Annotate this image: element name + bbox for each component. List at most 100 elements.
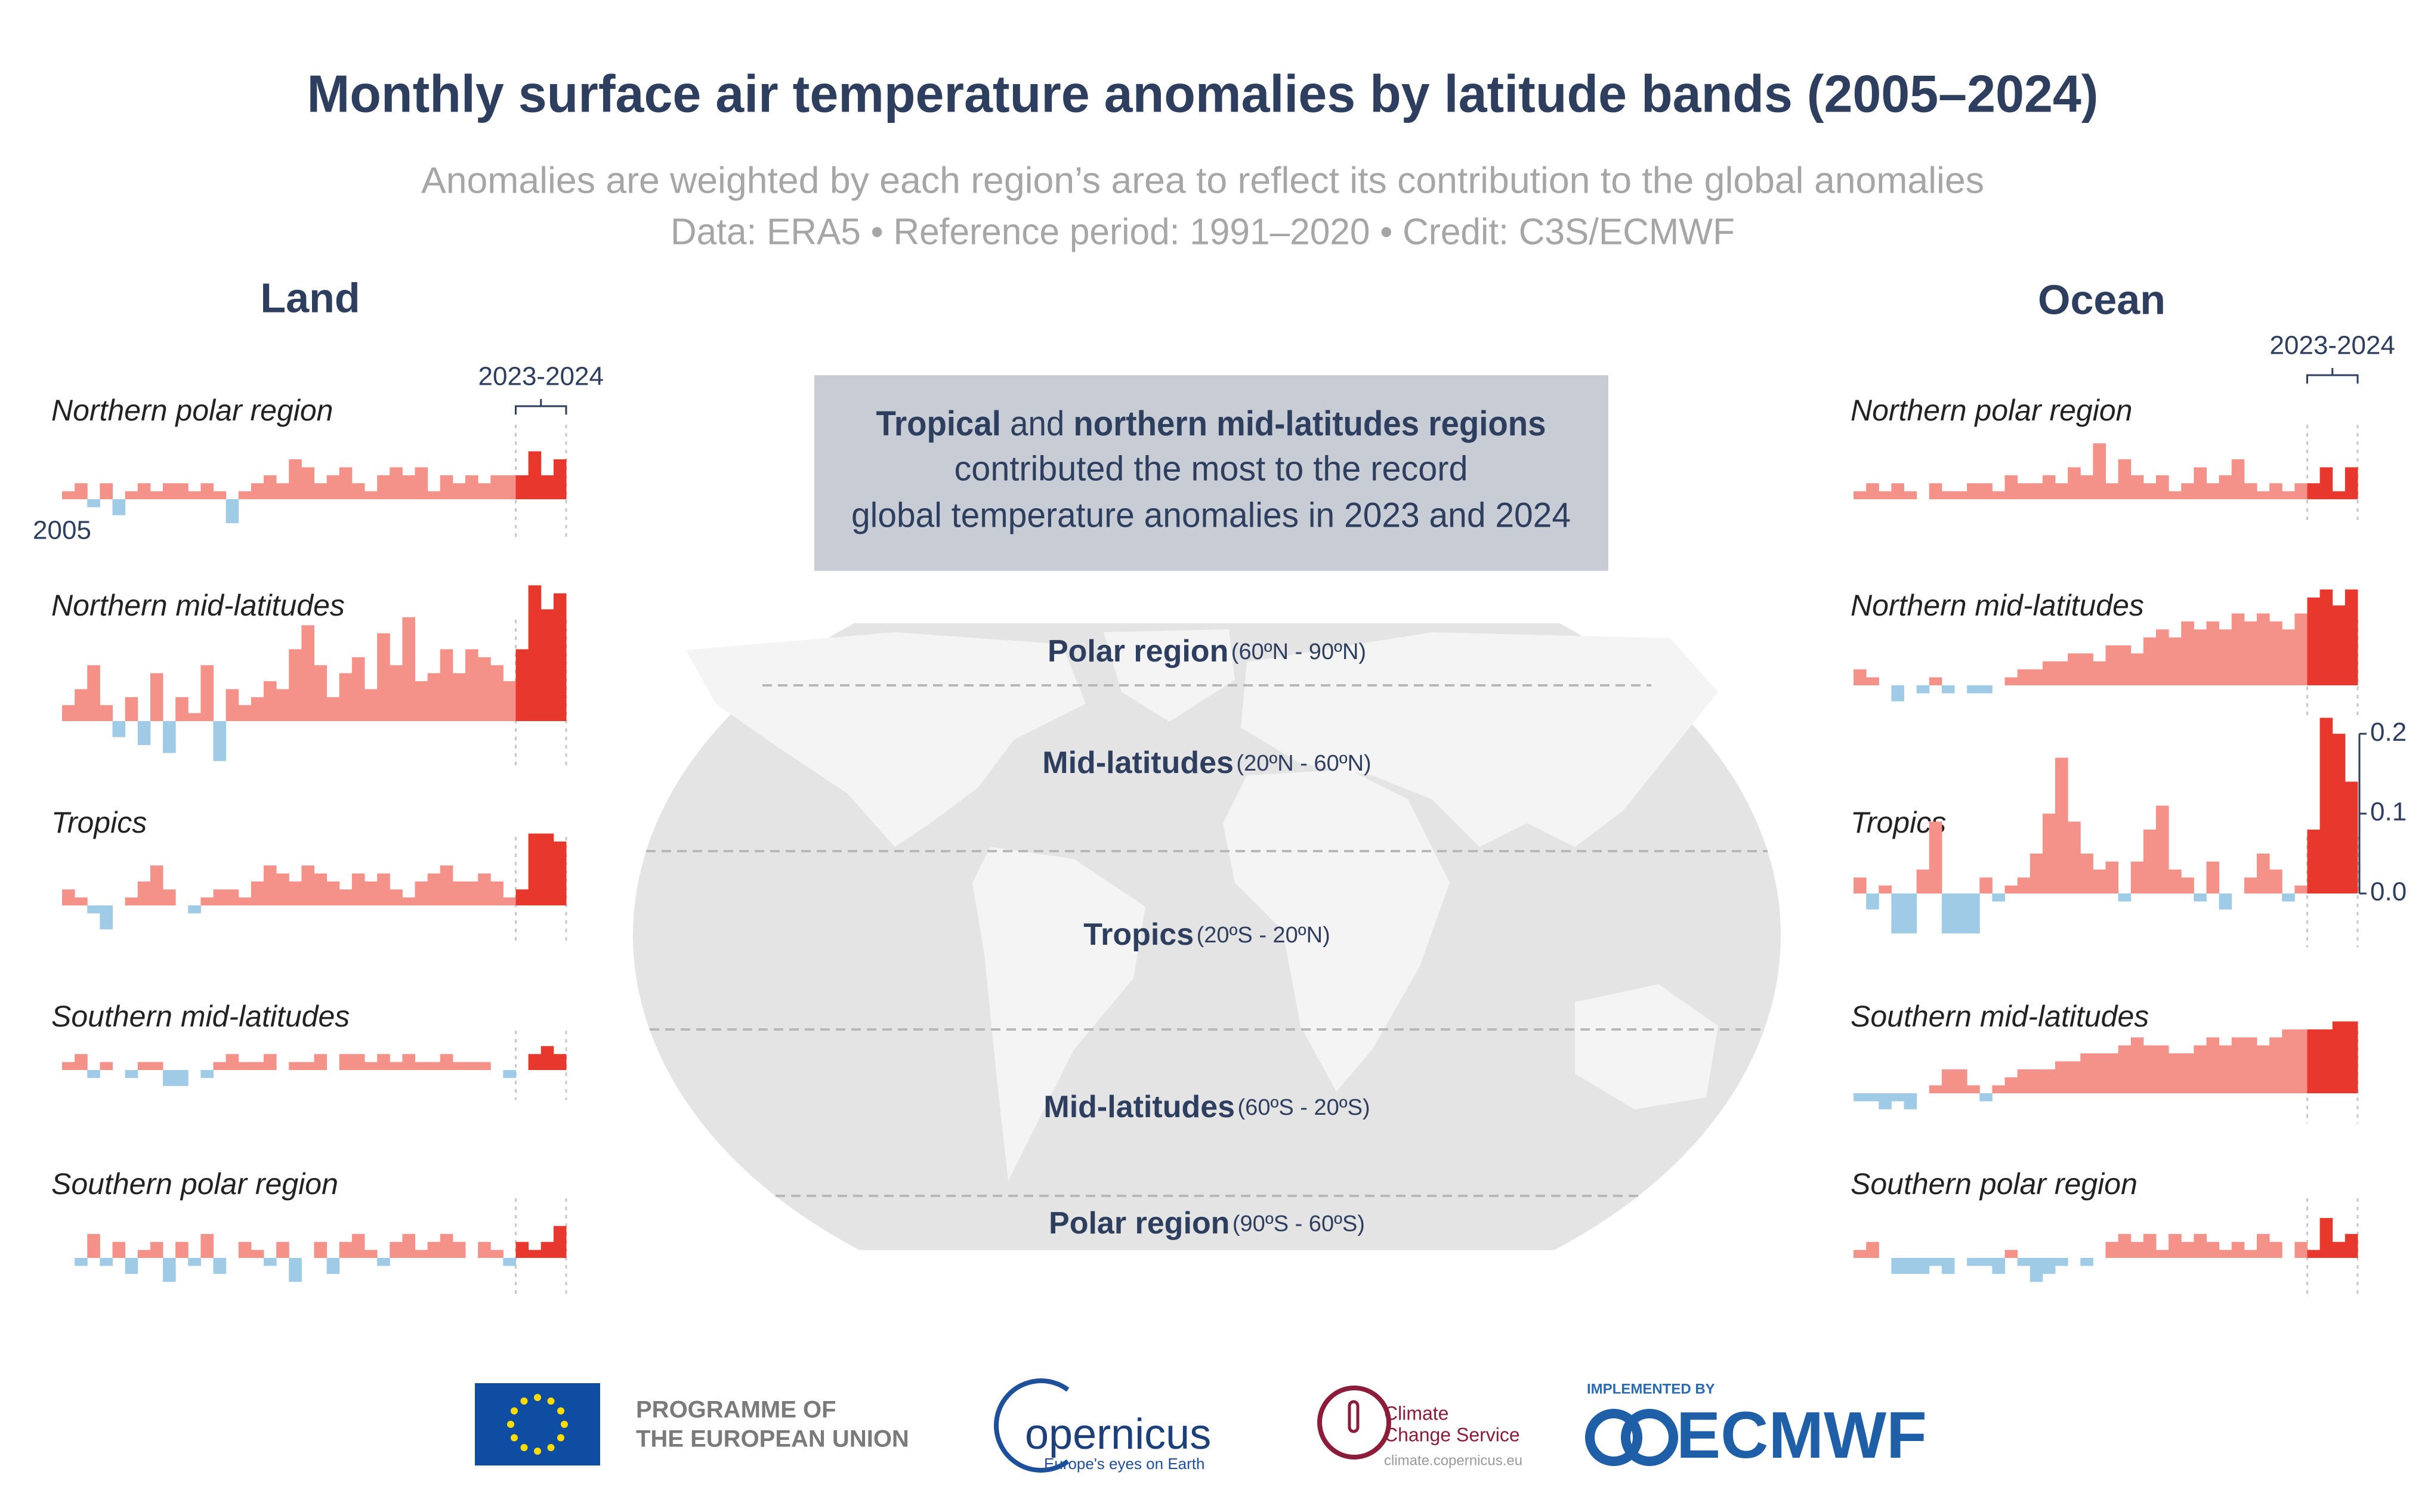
area-segment bbox=[326, 881, 340, 905]
band-name: Polar region bbox=[1049, 1206, 1230, 1241]
c3s-text: Climate bbox=[1384, 1402, 1448, 1424]
area-segment bbox=[465, 475, 478, 499]
c3s-text: Change Service bbox=[1384, 1424, 1520, 1445]
area-segment bbox=[1879, 1093, 1892, 1109]
area-segment bbox=[2004, 677, 2018, 685]
area-segment bbox=[87, 1233, 100, 1258]
area-segment bbox=[515, 889, 529, 905]
area-segment bbox=[2294, 1242, 2308, 1258]
area-segment bbox=[2257, 1233, 2270, 1258]
area-segment bbox=[2332, 1242, 2346, 1258]
area-segment bbox=[440, 649, 453, 721]
area-segment bbox=[402, 897, 415, 905]
area-segment bbox=[503, 1258, 516, 1266]
area-segment bbox=[2307, 829, 2321, 893]
area-segment bbox=[390, 1062, 403, 1070]
area-segment bbox=[251, 1062, 264, 1070]
area-segment bbox=[339, 889, 353, 905]
area-segment bbox=[503, 1070, 516, 1078]
area-segment bbox=[1979, 1093, 1993, 1102]
area-segment bbox=[478, 483, 491, 499]
area-segment bbox=[478, 1062, 491, 1070]
area-segment bbox=[2231, 613, 2245, 685]
area-segment bbox=[440, 865, 453, 905]
area-segment bbox=[1866, 893, 1879, 910]
chart-title: Southern polar region bbox=[51, 1167, 338, 1201]
chart-title: Tropics bbox=[51, 806, 147, 839]
y-tick-label: 0.0 bbox=[2370, 877, 2407, 907]
area-segment bbox=[100, 705, 113, 721]
area-segment bbox=[1941, 491, 1955, 499]
area-segment bbox=[540, 833, 554, 905]
y-tick-label: 0.2 bbox=[2370, 718, 2407, 747]
area-segment bbox=[2130, 861, 2144, 893]
area-segment bbox=[402, 475, 415, 499]
area-segment bbox=[2105, 1053, 2119, 1093]
area-segment bbox=[339, 1242, 353, 1258]
area-segment bbox=[2319, 1218, 2333, 1258]
area-segment bbox=[125, 897, 138, 905]
area-segment bbox=[1854, 1093, 1867, 1102]
area-segment bbox=[137, 881, 151, 905]
area-segment bbox=[2307, 483, 2321, 499]
area-segment bbox=[2055, 757, 2068, 893]
area-segment bbox=[402, 1054, 415, 1070]
area-segment bbox=[2319, 467, 2333, 499]
area-segment bbox=[1967, 1085, 1980, 1093]
area-segment bbox=[540, 1242, 554, 1258]
area-segment bbox=[2231, 1242, 2245, 1258]
area-segment bbox=[251, 697, 264, 721]
area-segment bbox=[137, 483, 151, 499]
area-segment bbox=[553, 1226, 567, 1258]
area-segment bbox=[339, 467, 353, 499]
x-tick-label: 2005 bbox=[33, 516, 91, 545]
message-part: northern mid-latitudes regions bbox=[1073, 404, 1546, 443]
area-segment bbox=[553, 593, 567, 721]
area-segment bbox=[213, 1258, 227, 1274]
area-segment bbox=[2169, 1233, 2182, 1258]
area-segment bbox=[326, 1258, 340, 1274]
band-label: Polar region (60ºN - 90ºN) bbox=[1048, 634, 1366, 669]
area-segment bbox=[289, 1062, 302, 1070]
area-segment bbox=[226, 689, 239, 721]
area-segment bbox=[2282, 1029, 2295, 1093]
chart-title: Southern mid-latitudes bbox=[51, 1000, 350, 1033]
area-segment bbox=[1967, 483, 1980, 499]
area-segment bbox=[2004, 1077, 2018, 1093]
message-line: Tropical and northern mid-latitudes regi… bbox=[876, 404, 1546, 443]
chart-title: Northern polar region bbox=[51, 394, 333, 427]
area-segment bbox=[2055, 483, 2068, 499]
area-segment bbox=[137, 1250, 151, 1258]
area-segment bbox=[2080, 475, 2093, 499]
area-segment bbox=[264, 681, 277, 721]
area-segment bbox=[1854, 877, 1867, 893]
area-segment bbox=[213, 721, 227, 761]
chart-title: Southern mid-latitudes bbox=[1851, 1000, 2149, 1033]
area-segment bbox=[2068, 1061, 2081, 1093]
area-segment bbox=[440, 1233, 453, 1258]
area-segment bbox=[365, 1062, 378, 1070]
band-name: Tropics bbox=[1083, 917, 1194, 952]
area-segment bbox=[238, 491, 252, 499]
area-segment bbox=[2319, 1029, 2333, 1093]
area-segment bbox=[2319, 589, 2333, 685]
area-segment bbox=[427, 873, 441, 905]
band-range: (20ºN - 60ºN) bbox=[1236, 751, 1371, 776]
area-segment bbox=[251, 483, 264, 499]
area-segment bbox=[276, 873, 289, 905]
area-segment bbox=[2130, 475, 2144, 499]
area-segment bbox=[2105, 645, 2119, 685]
area-segment bbox=[2257, 613, 2270, 685]
area-segment bbox=[87, 905, 100, 914]
area-segment bbox=[2332, 1021, 2346, 1093]
area-segment bbox=[62, 491, 75, 499]
area-segment bbox=[2156, 629, 2169, 685]
area-segment bbox=[440, 1054, 453, 1070]
area-segment bbox=[2269, 1242, 2282, 1258]
column-heading: Land bbox=[260, 274, 360, 321]
area-segment bbox=[125, 697, 138, 721]
area-segment bbox=[264, 475, 277, 499]
area-segment bbox=[200, 665, 214, 721]
area-segment bbox=[2042, 661, 2056, 685]
area-segment bbox=[125, 491, 138, 499]
